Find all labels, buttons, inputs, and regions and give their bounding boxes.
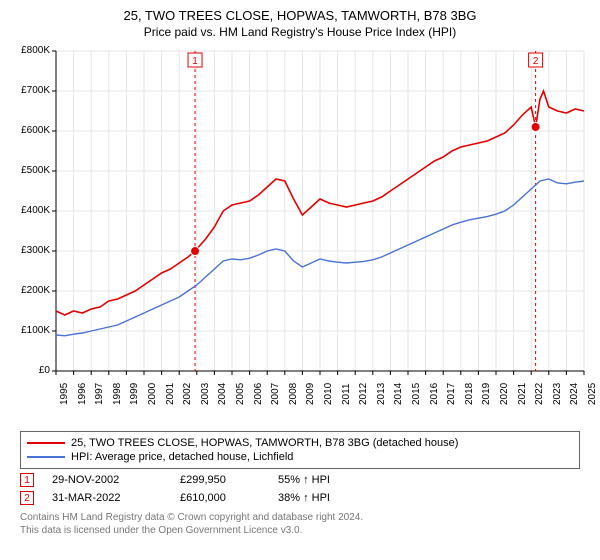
transaction-price: £299,950 xyxy=(180,474,260,486)
svg-text:2: 2 xyxy=(533,56,539,67)
transaction-delta: 55% ↑ HPI xyxy=(278,474,330,486)
y-axis-tick-label: £700K xyxy=(8,85,50,96)
x-axis-tick-label: 2022 xyxy=(534,383,545,405)
transaction-price: £610,000 xyxy=(180,492,260,504)
y-axis-tick-label: £300K xyxy=(8,245,50,256)
transaction-row: 1 29-NOV-2002 £299,950 55% ↑ HPI xyxy=(20,473,580,487)
x-axis-tick-label: 2023 xyxy=(552,383,563,405)
y-axis-tick-label: £0 xyxy=(8,365,50,376)
x-axis-tick-label: 1995 xyxy=(59,383,70,405)
x-axis-tick-label: 2025 xyxy=(587,383,598,405)
line-chart: 12 xyxy=(8,45,592,425)
transaction-marker: 1 xyxy=(20,473,34,487)
x-axis-tick-label: 2021 xyxy=(517,383,528,405)
x-axis-tick-label: 2013 xyxy=(376,383,387,405)
x-axis-tick-label: 2011 xyxy=(341,383,352,405)
chart-title: 25, TWO TREES CLOSE, HOPWAS, TAMWORTH, B… xyxy=(8,8,592,23)
x-axis-tick-label: 2017 xyxy=(446,383,457,405)
x-axis-tick-label: 2004 xyxy=(217,383,228,405)
y-axis-tick-label: £400K xyxy=(8,205,50,216)
legend-label: 25, TWO TREES CLOSE, HOPWAS, TAMWORTH, B… xyxy=(71,437,458,449)
x-axis-tick-label: 2014 xyxy=(393,383,404,405)
transaction-date: 29-NOV-2002 xyxy=(52,474,162,486)
x-axis-tick-label: 2016 xyxy=(429,383,440,405)
x-axis-tick-label: 2001 xyxy=(165,383,176,405)
x-axis-tick-label: 2009 xyxy=(305,383,316,405)
x-axis-tick-label: 2006 xyxy=(253,383,264,405)
y-axis-tick-label: £500K xyxy=(8,165,50,176)
x-axis-tick-label: 2020 xyxy=(499,383,510,405)
x-axis-tick-label: 1996 xyxy=(77,383,88,405)
legend-label: HPI: Average price, detached house, Lich… xyxy=(71,451,293,463)
svg-text:1: 1 xyxy=(192,56,198,67)
legend: 25, TWO TREES CLOSE, HOPWAS, TAMWORTH, B… xyxy=(20,431,580,469)
y-axis-tick-label: £200K xyxy=(8,285,50,296)
x-axis-tick-label: 2019 xyxy=(481,383,492,405)
legend-item: HPI: Average price, detached house, Lich… xyxy=(27,450,573,464)
chart-area: 12 £0£100K£200K£300K£400K£500K£600K£700K… xyxy=(8,45,592,425)
legend-swatch xyxy=(27,442,65,444)
x-axis-tick-label: 2010 xyxy=(323,383,334,405)
x-axis-tick-label: 2024 xyxy=(569,383,580,405)
x-axis-tick-label: 2002 xyxy=(182,383,193,405)
x-axis-tick-label: 2012 xyxy=(358,383,369,405)
x-axis-tick-label: 1998 xyxy=(112,383,123,405)
x-axis-tick-label: 1999 xyxy=(129,383,140,405)
transaction-date: 31-MAR-2022 xyxy=(52,492,162,504)
x-axis-tick-label: 2015 xyxy=(411,383,422,405)
x-axis-tick-label: 2003 xyxy=(200,383,211,405)
transaction-delta: 38% ↑ HPI xyxy=(278,492,330,504)
legend-item: 25, TWO TREES CLOSE, HOPWAS, TAMWORTH, B… xyxy=(27,436,573,450)
x-axis-tick-label: 2018 xyxy=(464,383,475,405)
x-axis-tick-label: 2007 xyxy=(270,383,281,405)
y-axis-tick-label: £100K xyxy=(8,325,50,336)
x-axis-tick-label: 2005 xyxy=(235,383,246,405)
y-axis-tick-label: £600K xyxy=(8,125,50,136)
transaction-marker: 2 xyxy=(20,491,34,505)
x-axis-tick-label: 1997 xyxy=(94,383,105,405)
footer: Contains HM Land Registry data © Crown c… xyxy=(20,511,580,537)
legend-swatch xyxy=(27,456,65,458)
footer-line: This data is licensed under the Open Gov… xyxy=(20,524,580,537)
chart-subtitle: Price paid vs. HM Land Registry's House … xyxy=(8,25,592,39)
y-axis-tick-label: £800K xyxy=(8,45,50,56)
x-axis-tick-label: 2000 xyxy=(147,383,158,405)
x-axis-tick-label: 2008 xyxy=(288,383,299,405)
footer-line: Contains HM Land Registry data © Crown c… xyxy=(20,511,580,524)
transaction-row: 2 31-MAR-2022 £610,000 38% ↑ HPI xyxy=(20,491,580,505)
